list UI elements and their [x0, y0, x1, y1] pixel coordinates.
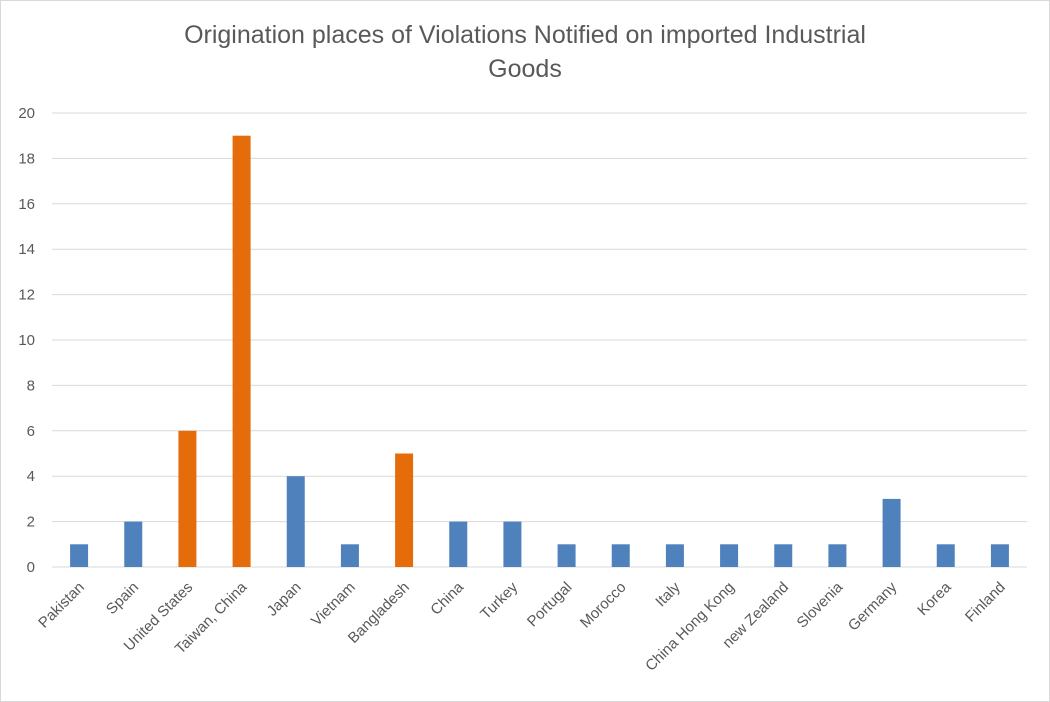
bar: [882, 498, 901, 567]
bar: [395, 453, 414, 567]
x-tick-label: Finland: [962, 579, 1009, 626]
bar: [340, 544, 359, 567]
y-tick-label: 18: [18, 150, 35, 167]
bar: [449, 521, 468, 567]
y-tick-label: 20: [18, 105, 35, 122]
bar: [936, 544, 955, 567]
chart-title-text: Origination places of Violations Notifie…: [184, 21, 866, 83]
bar: [503, 521, 522, 567]
y-tick-label: 16: [18, 196, 35, 213]
y-tick-label: 2: [27, 514, 35, 531]
bar: [232, 135, 251, 567]
x-tick-label: Pakistan: [35, 579, 88, 632]
x-tick-label: Spain: [103, 579, 142, 618]
x-tick-label: Vietnam: [308, 579, 359, 630]
y-tick-label: 10: [18, 332, 35, 349]
bar: [286, 476, 305, 567]
x-tick-label: Portugal: [524, 579, 576, 631]
bar: [557, 544, 576, 567]
bar: [720, 544, 739, 567]
x-tick-label: Germany: [845, 578, 901, 634]
x-tick-label: Korea: [914, 578, 955, 619]
y-tick-label: 0: [27, 559, 35, 576]
x-tick-label: Morocco: [577, 579, 630, 632]
bar: [178, 430, 197, 567]
y-tick-label: 6: [27, 423, 35, 440]
bar: [611, 544, 630, 567]
bar: [665, 544, 684, 567]
y-tick-label: 14: [18, 241, 35, 258]
y-tick-label: 8: [27, 377, 35, 394]
bar: [990, 544, 1009, 567]
x-tick-label: Italy: [652, 578, 684, 610]
bar: [828, 544, 847, 567]
x-tick-label: Turkey: [477, 578, 521, 622]
x-tick-label: Slovenia: [794, 578, 847, 631]
y-tick-label: 4: [27, 468, 35, 485]
chart-title: Origination places of Violations Notifie…: [0, 18, 1050, 86]
bar: [124, 521, 143, 567]
x-tick-label: Japan: [264, 579, 305, 620]
x-tick-label: China: [427, 578, 467, 618]
y-tick-label: 12: [18, 287, 35, 304]
bar: [70, 544, 89, 567]
bar: [774, 544, 793, 567]
